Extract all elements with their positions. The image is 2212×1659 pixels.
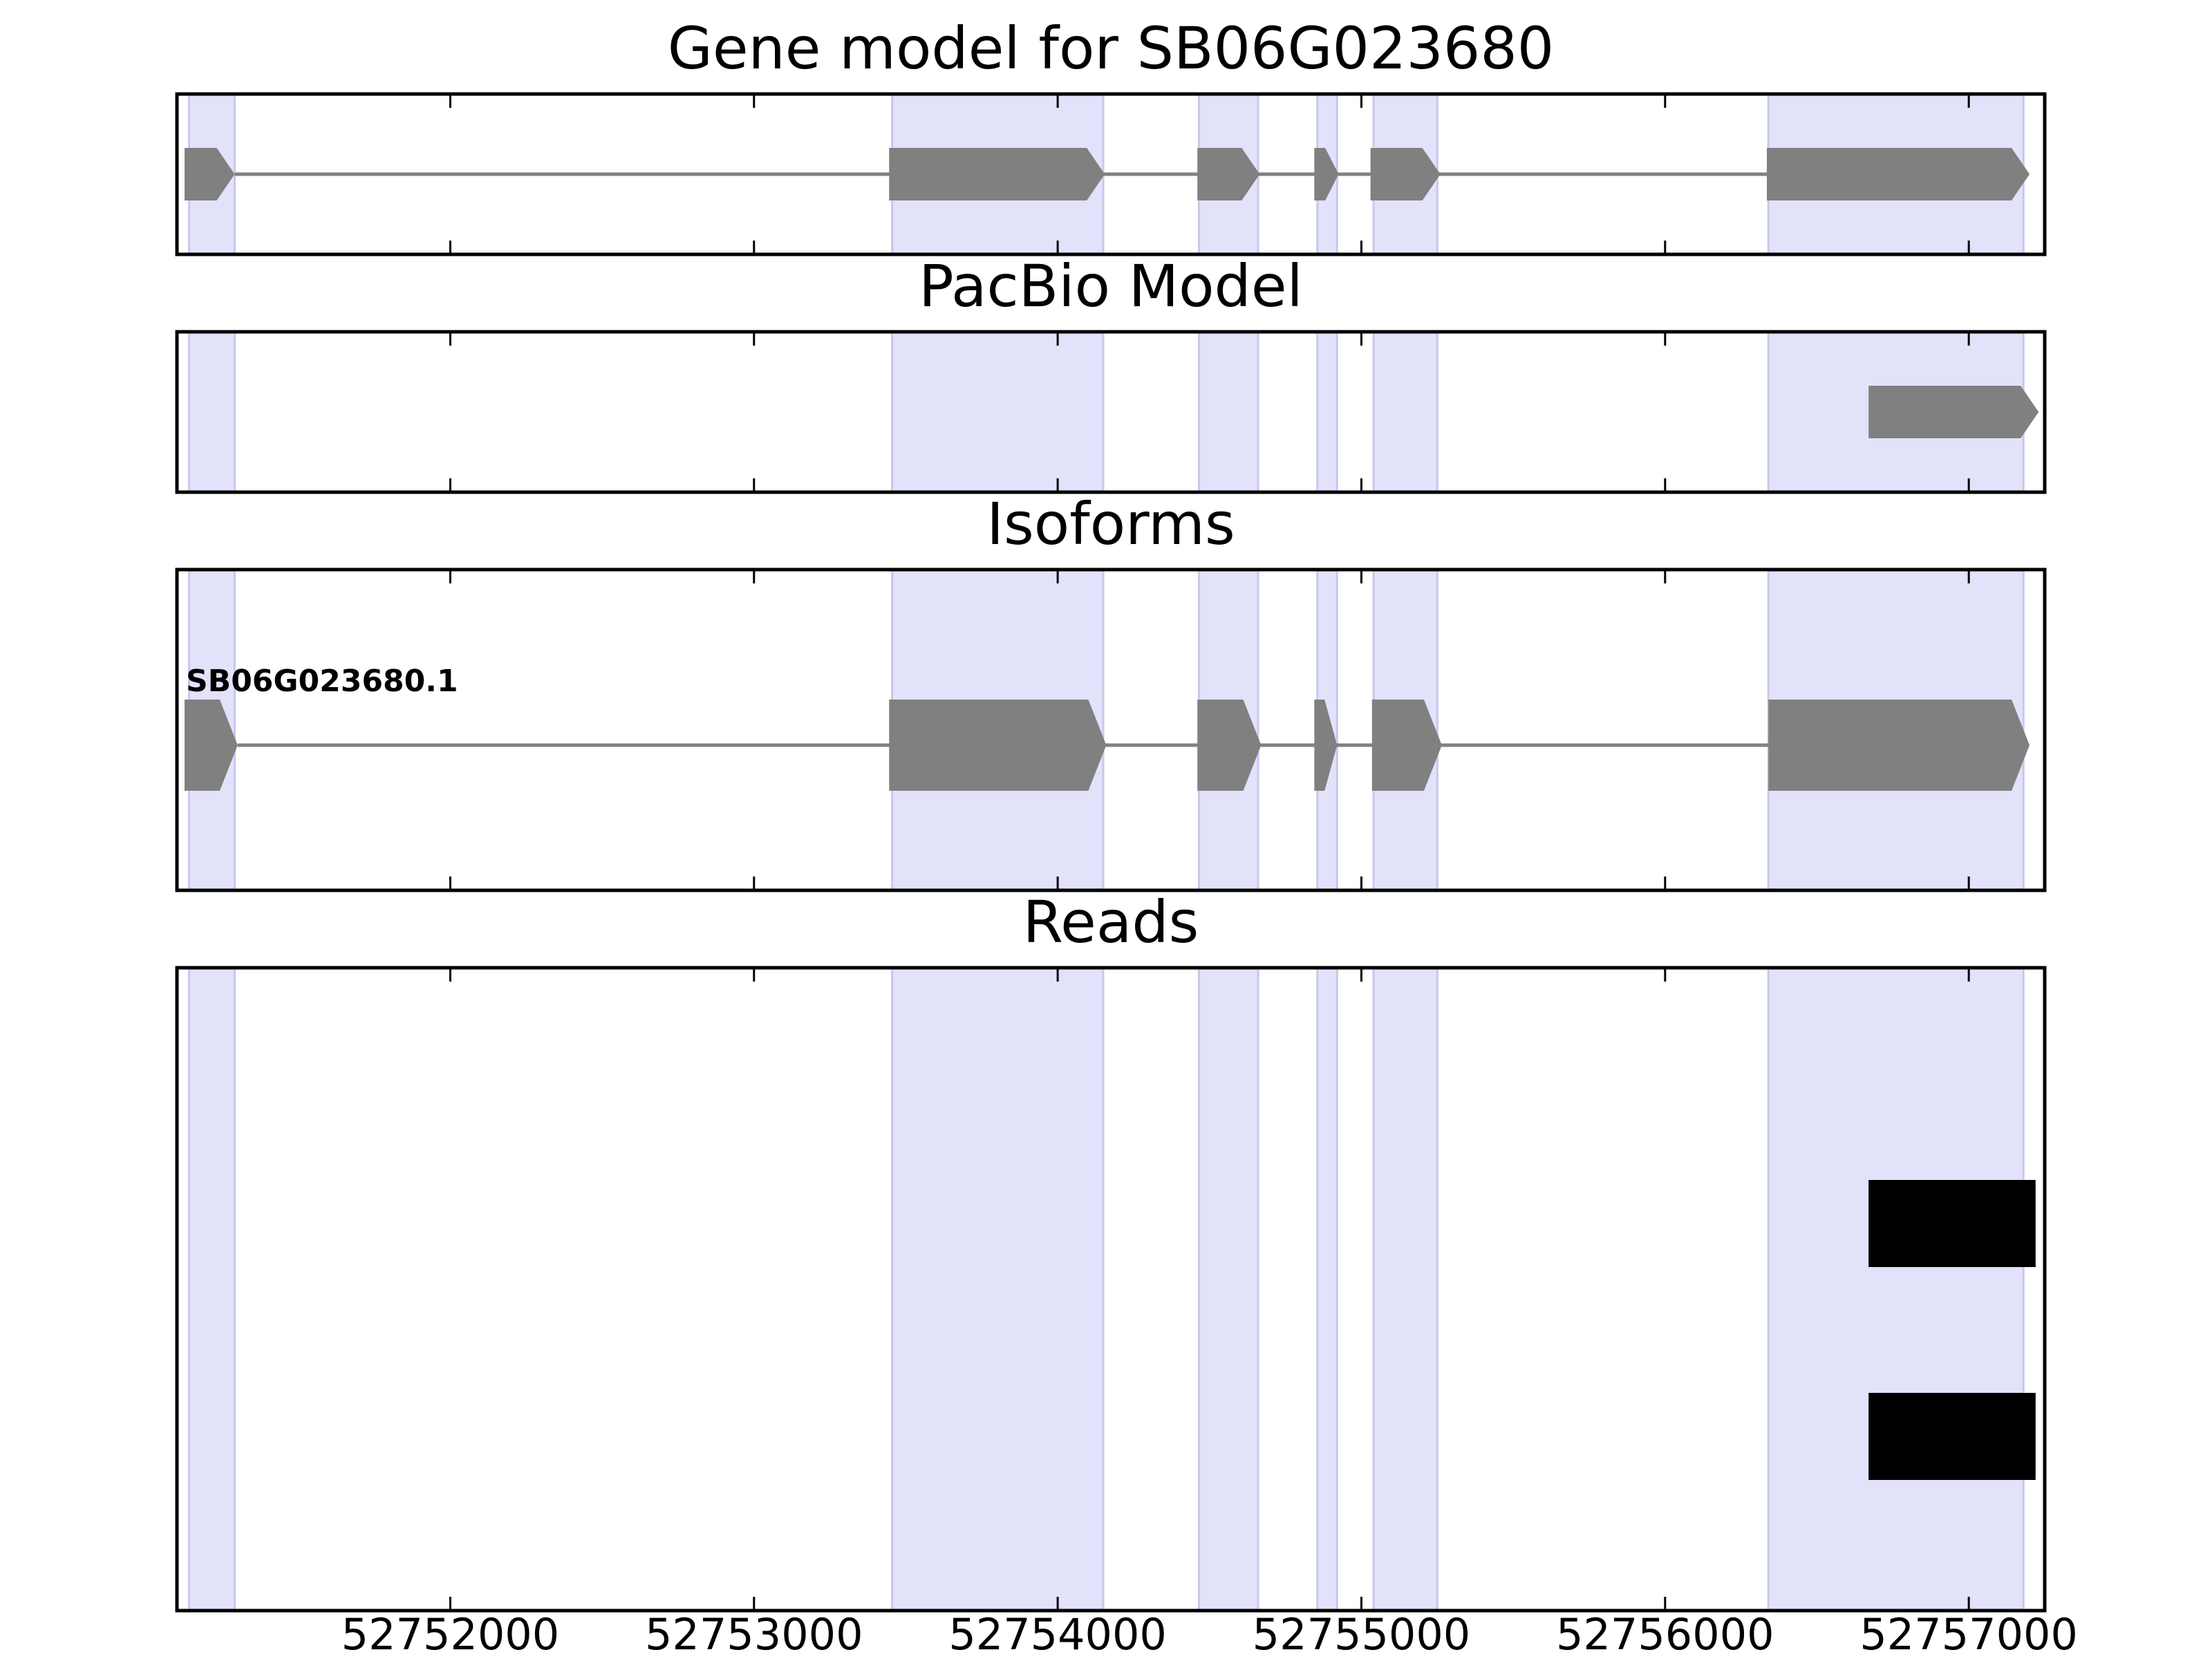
- exon: [1768, 700, 2030, 791]
- exon: [184, 700, 238, 791]
- shaded-region: [1197, 330, 1259, 494]
- shaded-region: [1372, 330, 1438, 494]
- read-bar: [1868, 1180, 2036, 1267]
- panel-title: PacBio Model: [919, 252, 1303, 320]
- panel-title: Gene model for SB06G023680: [668, 15, 1554, 82]
- shaded-region: [1316, 330, 1338, 494]
- exon: [184, 148, 235, 200]
- x-tick-label: 52753000: [645, 1609, 863, 1659]
- x-tick-label: 52757000: [1859, 1609, 2078, 1659]
- shaded-region: [1316, 966, 1338, 1612]
- exon: [1370, 148, 1441, 200]
- shaded-region: [891, 330, 1105, 494]
- panel-frame: [175, 330, 2047, 494]
- x-tick-label: 52755000: [1253, 1609, 1471, 1659]
- exon: [889, 700, 1107, 791]
- exon: [1868, 386, 2039, 438]
- shaded-region: [188, 330, 236, 494]
- panel-frame: [175, 568, 2047, 892]
- panel-1: Gene model for SB06G023680: [175, 15, 2047, 256]
- panel-title: Reads: [1023, 888, 1199, 956]
- panel-frame: [175, 92, 2047, 256]
- shaded-region: [188, 966, 236, 1612]
- exon: [889, 148, 1105, 200]
- x-tick-label: 52754000: [948, 1609, 1167, 1659]
- panel-4: Reads 52752000 52753000 52754000 52755000 527…: [175, 888, 2078, 1659]
- exon: [1371, 700, 1442, 791]
- panel-3: Isoforms SB06G023680.1: [175, 490, 2047, 892]
- x-tick-label: 52752000: [341, 1609, 560, 1659]
- exon: [1197, 700, 1262, 791]
- read-bar: [1868, 1393, 2036, 1480]
- exon: [1766, 148, 2030, 200]
- shaded-region: [1372, 966, 1438, 1612]
- exon: [1197, 148, 1260, 200]
- panel-frame: [175, 966, 2047, 1613]
- panel-title: Isoforms: [986, 490, 1235, 558]
- x-tick-label: 52756000: [1556, 1609, 1774, 1659]
- exon: [1314, 148, 1339, 200]
- shaded-region: [891, 966, 1105, 1612]
- isoform-label: SB06G023680.1: [186, 664, 458, 699]
- exon: [1314, 700, 1338, 791]
- panel-2: PacBio Model: [175, 252, 2047, 494]
- shaded-region: [1767, 966, 2025, 1612]
- shaded-region: [1197, 966, 1259, 1612]
